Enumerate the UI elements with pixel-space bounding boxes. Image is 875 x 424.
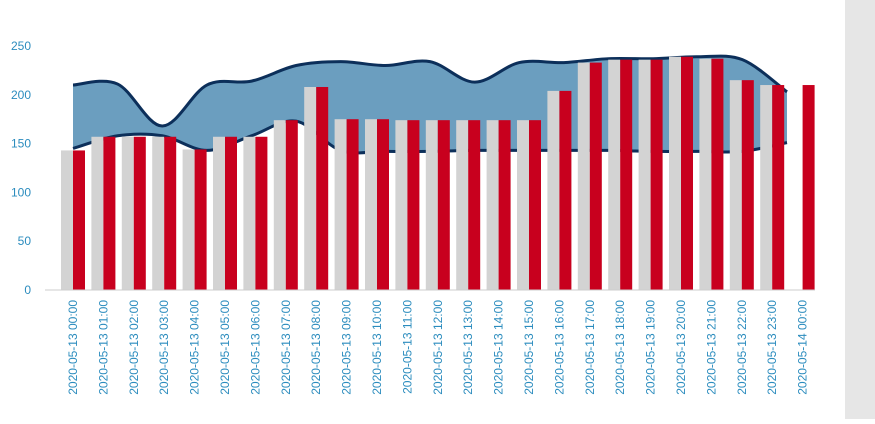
y-tick-label: 200 [11,88,31,102]
x-tick-label: 2020-05-13 02:00 [127,300,141,395]
bar-series-2-10 [377,119,389,290]
x-tick-label: 2020-05-13 14:00 [492,300,506,395]
bar-series-2-1 [103,136,116,290]
x-tick-label: 2020-05-13 04:00 [188,300,202,395]
bar-series-1-16 [547,90,560,291]
bar-series-2-17 [589,62,602,291]
bar-series-1-22 [729,80,742,290]
bar-series-2-6 [255,136,268,290]
x-tick-label: 2020-05-13 12:00 [431,300,445,395]
x-tick-label: 2020-05-13 17:00 [583,300,597,395]
x-tick-label: 2020-05-13 20:00 [674,300,688,395]
x-tick-label: 2020-05-13 05:00 [218,300,232,395]
x-tick-label: 2020-05-13 22:00 [735,300,749,395]
bars-layer [61,56,815,291]
bar-series-2-22 [741,80,754,290]
bar-series-2-0 [73,150,85,290]
x-tick-label: 2020-05-13 01:00 [96,300,110,395]
x-tick-label: 2020-05-13 11:00 [400,300,414,394]
x-tick-label: 2020-05-13 00:00 [66,300,80,395]
y-tick-label: 50 [18,234,32,248]
bar-series-1-17 [577,62,590,291]
x-tick-label: 2020-05-13 18:00 [613,300,627,395]
x-tick-label: 2020-05-13 10:00 [370,300,384,395]
bar-series-1-9 [334,119,347,290]
bar-series-1-5 [213,136,225,290]
bar-series-2-15 [529,120,541,291]
bar-series-1-10 [365,119,377,290]
x-tick-label: 2020-05-13 13:00 [461,300,475,395]
x-tick-label: 2020-05-14 00:00 [796,300,810,395]
bar-series-2-24 [802,85,815,290]
bar-series-2-4 [194,149,207,290]
bar-series-2-8 [316,86,329,290]
bar-series-1-18 [608,59,621,290]
x-tick-label: 2020-05-13 21:00 [704,300,718,395]
bar-chart: 0 50 100 150 200 250 2020-05-13 00:00 2020-05-1… [11,39,815,395]
bar-series-1-21 [699,58,712,290]
bar-series-2-18 [620,59,633,290]
bar-series-2-20 [681,56,693,291]
bar-series-2-16 [559,90,572,291]
x-tick-label: 2020-05-13 08:00 [309,300,323,395]
bar-series-1-0 [61,150,73,290]
bar-series-1-3 [152,136,165,290]
bar-series-1-4 [182,149,195,290]
bar-series-1-14 [486,120,499,291]
x-tick-label: 2020-05-13 16:00 [552,300,566,395]
x-tick-label: 2020-05-13 03:00 [157,300,171,395]
x-tick-label: 2020-05-13 23:00 [765,300,779,395]
bar-series-1-19 [638,59,651,290]
bar-series-1-1 [91,136,104,290]
bar-series-2-14 [498,120,511,291]
bar-series-2-11 [407,120,420,291]
bar-series-2-3 [164,136,177,290]
bar-series-2-23 [772,85,785,290]
bar-series-1-8 [304,86,317,290]
bar-series-2-7 [285,120,298,291]
bar-series-1-11 [395,120,408,291]
axes-layer: 0 50 100 150 200 250 2020-05-13 00:00 2020-05-1… [11,39,815,395]
bar-series-1-20 [669,56,681,291]
bar-series-1-15 [517,120,529,291]
bar-series-2-9 [346,119,359,290]
bar-series-1-23 [760,85,773,290]
bar-series-1-6 [243,136,256,290]
y-tick-label: 250 [11,39,31,53]
side-panel [845,0,875,419]
bar-series-2-19 [650,59,663,290]
x-tick-label: 2020-05-13 09:00 [340,300,354,395]
x-tick-label: 2020-05-13 06:00 [248,300,262,395]
x-tick-label: 2020-05-13 19:00 [644,300,658,395]
bar-series-1-7 [273,120,286,291]
bar-series-1-13 [456,120,469,291]
bar-series-1-12 [425,120,438,291]
chart-area: 0 50 100 150 200 250 2020-05-13 00:00 2020-05-1… [11,39,815,395]
bar-series-2-21 [711,58,724,290]
bar-series-2-12 [437,120,450,291]
bar-series-2-13 [468,120,481,291]
y-tick-label: 100 [11,185,31,199]
y-tick-label: 150 [11,137,31,151]
range-band-upper-line [72,54,788,128]
bar-series-2-5 [225,136,237,290]
x-tick-label: 2020-05-13 07:00 [279,300,293,395]
bar-series-2-2 [133,136,146,290]
x-tick-label: 2020-05-13 15:00 [522,300,536,395]
bar-series-1-2 [121,136,134,290]
y-tick-label: 0 [24,283,31,297]
